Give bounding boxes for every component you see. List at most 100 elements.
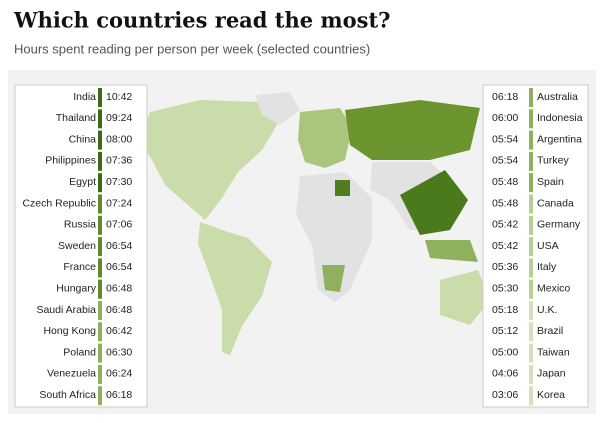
country-name: Korea (537, 389, 565, 401)
reading-time: 07:24 (106, 197, 132, 209)
subtitle: Hours spent reading per person per week … (14, 41, 370, 56)
rank-bar (98, 386, 102, 406)
rank-bar (529, 194, 533, 214)
right-list-box (482, 84, 589, 408)
reading-time: 06:30 (106, 346, 132, 358)
country-name: Hong Kong (43, 325, 96, 337)
greenland (255, 92, 300, 125)
reading-time: 04:06 (492, 368, 518, 380)
rank-bar (98, 301, 102, 320)
reading-time: 06:00 (492, 112, 518, 124)
left-list-box (14, 84, 148, 408)
rank-bar (529, 322, 533, 342)
reading-time: 05:54 (492, 155, 518, 167)
country-name: Czech Republic (22, 197, 96, 209)
china-india (400, 170, 468, 235)
egypt (335, 180, 350, 196)
country-name: Thailand (56, 112, 96, 124)
rank-bar (98, 322, 102, 342)
rank-bar (529, 258, 533, 278)
country-name: Venezuela (47, 368, 96, 380)
reading-time: 05:54 (492, 133, 518, 145)
country-name: Russia (64, 219, 96, 231)
reading-time: 06:24 (106, 368, 132, 380)
rank-bar (98, 215, 102, 235)
rank-bar (98, 151, 102, 171)
reading-time: 05:48 (492, 197, 518, 209)
south-america (198, 222, 272, 355)
country-name: Brazil (537, 325, 563, 337)
country-name: Indonesia (537, 112, 583, 124)
country-name: Taiwan (537, 346, 570, 358)
reading-time: 06:42 (106, 325, 132, 337)
rank-bar (529, 237, 533, 257)
reading-time: 05:42 (492, 240, 518, 252)
reading-time: 05:00 (492, 346, 518, 358)
country-name: Mexico (537, 282, 570, 294)
country-name: Saudi Arabia (36, 304, 96, 316)
rank-bar (98, 109, 102, 129)
country-name: Argentina (537, 133, 582, 145)
country-name: USA (537, 240, 559, 252)
reading-time: 05:48 (492, 176, 518, 188)
reading-time: 06:54 (106, 261, 132, 273)
country-name: U.K. (537, 304, 557, 316)
country-name: France (63, 261, 96, 273)
country-name: Sweden (58, 240, 96, 252)
rank-bar (98, 88, 102, 107)
reading-time: 03:06 (492, 389, 518, 401)
rank-bar (529, 279, 533, 299)
reading-time: 05:36 (492, 261, 518, 273)
rank-bar (529, 215, 533, 235)
rank-bar (529, 130, 533, 150)
reading-time: 06:48 (106, 282, 132, 294)
country-name: Philippines (45, 155, 96, 167)
country-name: Canada (537, 197, 574, 209)
europe (298, 108, 352, 168)
reading-time: 07:36 (106, 155, 132, 167)
reading-time: 07:30 (106, 176, 132, 188)
rank-bar (98, 343, 102, 363)
country-name: Poland (63, 346, 96, 358)
country-name: Turkey (537, 155, 569, 167)
country-name: Italy (537, 261, 557, 273)
reading-time: 05:30 (492, 282, 518, 294)
country-name: China (69, 133, 97, 145)
rank-bar (98, 364, 102, 384)
south-africa (322, 265, 345, 292)
reading-time: 06:18 (106, 389, 132, 401)
lists: India 10:42 Thailand 09:24 China 08:00 Philipp… (22, 88, 583, 406)
reading-time: 08:00 (106, 133, 132, 145)
rank-bar (98, 173, 102, 193)
reading-time: 06:48 (106, 304, 132, 316)
country-name: Spain (537, 176, 564, 188)
country-name: India (73, 91, 96, 103)
country-name: Germany (537, 219, 581, 231)
rank-bar (529, 109, 533, 129)
australia (440, 270, 490, 325)
country-name: Egypt (69, 176, 96, 188)
country-name: South Africa (39, 389, 96, 401)
indonesia (425, 240, 478, 262)
title: Which countries read the most? (13, 8, 390, 33)
rank-bar (529, 364, 533, 384)
reading-time: 05:42 (492, 219, 518, 231)
rank-bar (98, 279, 102, 299)
rank-bar (529, 151, 533, 171)
country-name: Japan (537, 368, 566, 380)
rank-bar (98, 258, 102, 278)
rank-bar (529, 301, 533, 320)
country-name: Hungary (56, 282, 96, 294)
russia (345, 100, 480, 160)
africa (296, 172, 372, 302)
reading-time: 05:12 (492, 325, 518, 337)
north-america (140, 100, 280, 220)
rank-bar (98, 237, 102, 257)
country-name: Australia (537, 91, 578, 103)
rank-bar (529, 88, 533, 107)
rank-bar (529, 173, 533, 193)
reading-time: 09:24 (106, 112, 132, 124)
reading-time: 06:18 (492, 91, 518, 103)
